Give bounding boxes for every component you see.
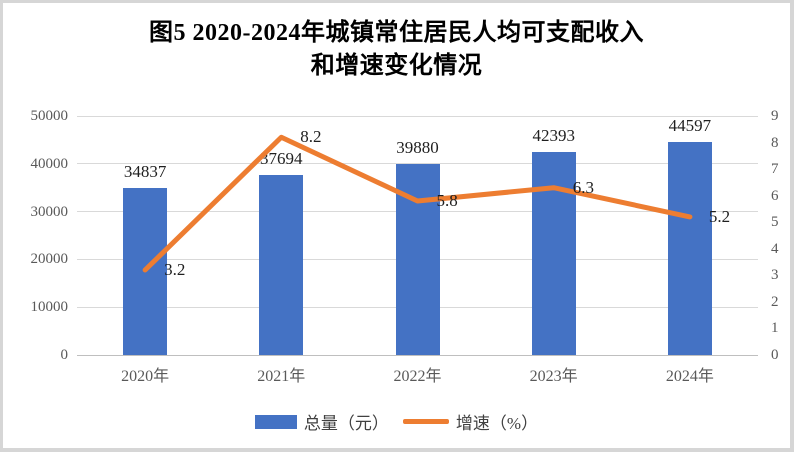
bar-2022年 [395,164,440,355]
line-value-label: 3.2 [164,260,186,280]
y-axis-left-tick: 10000 [30,299,69,316]
x-axis-label-2020年: 2020年 [121,368,170,385]
bar-value-label: 39880 [396,138,439,158]
y-axis-left-tick: 30000 [30,203,69,220]
bar-2020年 [123,188,168,355]
bar-value-label: 37694 [260,148,303,168]
y-axis-right-tick: 3 [771,267,779,284]
bar-2023年 [531,152,576,355]
legend-item: 总量（元） [254,409,389,434]
chart-title-line2: 和增速变化情况 [310,53,483,79]
legend: 总量（元） 增速（%） [3,409,790,434]
x-axis-label-2022年: 2022年 [393,368,442,385]
y-axis-right-tick: 8 [771,134,779,151]
line-value-label: 5.8 [436,190,458,210]
y-axis-right-tick: 2 [771,293,779,310]
y-axis-right-tick: 5 [771,214,779,231]
y-axis-left-tick: 40000 [30,155,69,172]
line-value-label: 5.2 [708,206,731,226]
y-axis-left-tick: 50000 [30,108,69,124]
bar-value-label: 34837 [123,162,167,182]
y-axis-right-tick: 4 [771,240,779,257]
bar-value-label: 44597 [668,115,712,135]
plot-area: 0 10000 20000 30000 40000 50000 0 1 2 3 4 5 6 7 8 9 3483… [3,3,790,448]
bar-2021年 [259,174,304,355]
y-axis-right-tick: 9 [771,108,779,124]
y-axis-right-tick: 0 [771,347,779,363]
legend-item: 增速（%） [402,409,539,434]
bar-value-label: 42393 [532,126,575,146]
x-axis-label-2021年: 2021年 [257,368,306,385]
line-value-label: 8.2 [300,127,322,147]
y-axis-right-tick: 6 [771,187,779,204]
x-axis-label-2024年: 2024年 [665,368,714,385]
x-axis-line [77,354,758,356]
y-axis-left-tick: 0 [60,347,69,363]
gridline [77,115,758,117]
y-axis-left-tick: 20000 [30,251,69,268]
legend-line-swatch [402,419,449,424]
chart-title: 图5 2020-2024年城镇常住居民人均可支配收入 和增速变化情况 [3,17,790,83]
y-axis-right-tick: 7 [771,161,779,178]
line-value-label: 6.3 [572,177,594,197]
chart-title-line1: 图5 2020-2024年城镇常住居民人均可支配收入 [149,20,644,46]
bar-2024年 [667,141,712,355]
legend-bar-swatch [254,414,297,429]
x-axis-label-2023年: 2023年 [529,368,578,385]
legend-label: 增速（%） [455,414,539,433]
legend-label: 总量（元） [303,414,389,433]
y-axis-right-tick: 1 [771,320,779,337]
